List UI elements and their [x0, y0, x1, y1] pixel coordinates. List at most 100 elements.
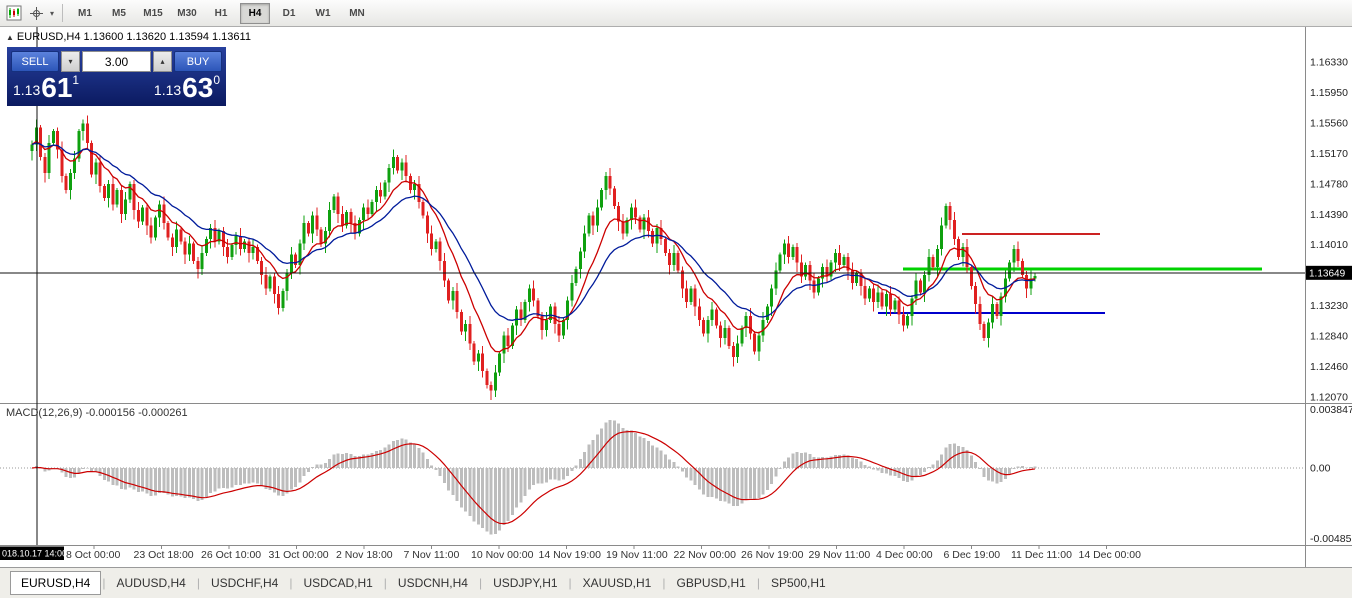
- timeframe-button-m1[interactable]: M1: [78, 7, 92, 19]
- candle-body: [447, 280, 450, 301]
- candle-body: [238, 235, 242, 250]
- moving-average-slow: [31, 142, 1036, 321]
- candle-body: [527, 288, 531, 302]
- candle-body: [995, 304, 999, 317]
- crosshair-price-badge: [1306, 265, 1352, 280]
- sell-price-big: 61: [41, 72, 73, 103]
- chart-window[interactable]: 1.16330 1.15950 1.15560 1.15170 1.14780 1.143…: [0, 27, 1352, 567]
- chart-tab-eurusd-h4[interactable]: EURUSD,H4: [10, 571, 102, 595]
- candle-body: [604, 176, 608, 191]
- candle-body: [366, 207, 370, 214]
- timeframe-button-mn[interactable]: MN: [349, 7, 365, 19]
- price-axis-label: 1.16330: [1310, 57, 1348, 69]
- time-axis-label: 14 Nov 19:00: [539, 549, 602, 561]
- chart-tab-usdjpy-h1[interactable]: USDJPY,H1: [493, 576, 558, 590]
- candle-body: [765, 306, 769, 320]
- candle-body: [102, 186, 106, 199]
- timeframe-button-m30[interactable]: M30: [177, 7, 197, 19]
- time-axis-label: 26 Nov 19:00: [741, 549, 804, 561]
- candle-body: [566, 300, 569, 320]
- candle-body: [855, 272, 858, 283]
- candle-body: [315, 215, 319, 230]
- chart-tab-xauusd-h1[interactable]: XAUUSD,H1: [582, 576, 652, 590]
- timeframe-button-d1[interactable]: D1: [282, 7, 296, 19]
- candle-body: [646, 217, 650, 232]
- candle-body: [362, 207, 365, 221]
- candle-body: [910, 298, 914, 317]
- candle-body: [523, 301, 527, 320]
- candle-body: [600, 190, 603, 208]
- candle-body: [243, 241, 246, 250]
- price-chart-svg[interactable]: 1.16330 1.15950 1.15560 1.15170 1.14780 1.143…: [0, 27, 1352, 567]
- candle-body: [578, 251, 582, 269]
- time-axis-label: 14 Dec 00:00: [1079, 549, 1142, 561]
- candle-body: [940, 225, 943, 250]
- sell-price-display[interactable]: 1.13 61 1: [13, 74, 79, 102]
- candle-body: [332, 196, 336, 210]
- candle-body: [417, 183, 421, 202]
- candle-body: [145, 207, 149, 226]
- chart-tab-usdcnh-h4[interactable]: USDCNH,H4: [397, 576, 468, 590]
- candle-body: [111, 183, 115, 205]
- chart-type-icon[interactable]: [4, 3, 24, 23]
- candle-body: [799, 262, 803, 277]
- candle-body: [30, 144, 34, 151]
- candle-body: [795, 246, 799, 263]
- buy-button[interactable]: BUY: [174, 51, 222, 72]
- chart-tab-audusd-h4[interactable]: AUDUSD,H4: [116, 576, 186, 590]
- candle-body: [64, 176, 68, 191]
- candle-body: [119, 190, 123, 214]
- timeframe-button-w1[interactable]: W1: [315, 7, 331, 19]
- timeframe-button-h1[interactable]: H1: [214, 7, 228, 19]
- volume-decrease-button[interactable]: ▾: [61, 51, 80, 72]
- chart-tab-usdcad-h1[interactable]: USDCAD,H1: [303, 576, 373, 590]
- price-axis-label: 1.15950: [1310, 87, 1348, 99]
- candle-body: [421, 201, 425, 216]
- candle-body: [1016, 249, 1020, 261]
- candle-body: [859, 272, 863, 287]
- candle-body: [782, 243, 786, 255]
- tool-dropdown-caret-icon[interactable]: ▾: [49, 8, 54, 18]
- crosshair-tool-icon[interactable]: [26, 3, 46, 23]
- timeframe-button-h4[interactable]: H4: [240, 2, 270, 24]
- candle-body: [867, 288, 871, 299]
- candle-body: [481, 353, 484, 372]
- timeframe-button-m5[interactable]: M5: [112, 7, 126, 19]
- collapse-arrow-icon[interactable]: ▲: [6, 33, 14, 42]
- sell-button[interactable]: SELL: [11, 51, 59, 72]
- candle-body: [876, 292, 880, 302]
- sell-price-sup: 1: [72, 73, 80, 87]
- candle-body: [345, 212, 348, 226]
- chart-tab-gbpusd-h1[interactable]: GBPUSD,H1: [676, 576, 746, 590]
- chart-tab-usdchf-h4[interactable]: USDCHF,H4: [210, 576, 279, 590]
- time-axis-label: 8 Oct 00:00: [66, 549, 120, 561]
- candle-body: [761, 319, 765, 336]
- chart-tabs-bar: EURUSD,H4 | AUDUSD,H4 | USDCHF,H4 | USDCAD,H1 |…: [0, 567, 1352, 598]
- volume-increase-button[interactable]: ▴: [153, 51, 172, 72]
- price-axis-label: 1.14390: [1310, 209, 1348, 221]
- buy-price-display[interactable]: 1.13 63 0: [154, 74, 220, 102]
- candle-body: [595, 207, 599, 226]
- candle-body: [209, 227, 212, 239]
- candle-body: [1012, 249, 1016, 263]
- candle-body: [719, 325, 722, 339]
- time-axis: 8 Oct 00:00 23 Oct 18:00 26 Oct 10:00 31 Oc…: [66, 546, 1141, 561]
- timeframe-button-m15[interactable]: M15: [143, 7, 163, 19]
- chart-tab-sp500-h1[interactable]: SP500,H1: [770, 576, 826, 590]
- candle-body: [927, 257, 931, 276]
- candle-body: [889, 293, 892, 310]
- candle-body: [536, 300, 540, 317]
- price-axis-label: 1.14780: [1310, 178, 1348, 190]
- candle-body: [51, 131, 55, 143]
- candle-body: [336, 196, 340, 214]
- trade-panel-prices: 1.13 61 1 1.13 63 0: [11, 74, 222, 102]
- candle-body: [85, 123, 89, 143]
- candle-body: [961, 246, 965, 258]
- time-axis-label: 26 Oct 10:00: [201, 549, 261, 561]
- time-axis-label: 7 Nov 11:00: [404, 549, 460, 561]
- candle-body: [396, 157, 399, 171]
- candle-body: [680, 270, 684, 289]
- candle-body: [697, 306, 701, 320]
- price-axis-label: 1.12460: [1310, 361, 1348, 373]
- volume-input[interactable]: 3.00: [82, 51, 151, 72]
